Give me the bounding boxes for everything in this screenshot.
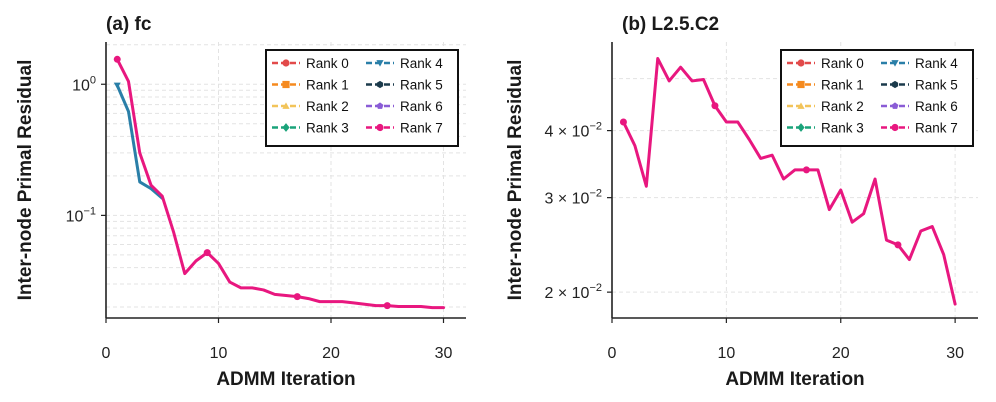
legend-label: Rank 0 — [306, 56, 349, 71]
y-tick-label: 3 × 10−2 — [545, 188, 602, 208]
legend-label: Rank 3 — [821, 121, 864, 136]
series-line-rank-4 — [115, 83, 164, 200]
legend-marker — [891, 80, 899, 89]
x-tick-label: 20 — [322, 345, 340, 362]
legend-label: Rank 1 — [821, 78, 864, 93]
legend-label: Rank 7 — [915, 121, 958, 136]
panel-a-axes — [105, 42, 466, 319]
data-point-rank-7 — [894, 241, 902, 249]
legend-marker — [797, 123, 805, 132]
legend-frame — [265, 49, 459, 147]
legend-marker — [376, 80, 384, 89]
panel-b-y-axis-label: Inter-node Primal Residual — [505, 60, 526, 301]
legend-marker — [797, 80, 805, 89]
panel-a-legend: Rank 0 Rank 1 Rank 2 Rank 3 Rank 4 Rank 5 Rank… — [265, 49, 459, 147]
panel-b-x-ticks: 0 10 20 30 — [608, 318, 964, 362]
data-point-rank-7 — [619, 118, 627, 126]
panel-b-y-ticks: 4 × 10−2 3 × 10−2 2 × 10−2 — [545, 121, 612, 302]
panel-b-title: (b) L2.5.C2 — [622, 14, 719, 35]
panel-a-x-axis-label: ADMM Iteration — [216, 369, 355, 390]
legend-entry-rank-3: Rank 3 — [272, 121, 349, 136]
legend-marker — [282, 123, 290, 132]
x-tick-label: 30 — [946, 345, 964, 362]
y-tick-label: 2 × 10−2 — [545, 282, 602, 302]
legend-marker — [891, 102, 899, 109]
legend-entry-rank-2: Rank 2 — [272, 99, 349, 114]
legend-label: Rank 4 — [400, 56, 443, 71]
legend-marker — [282, 102, 290, 109]
legend-entry-rank-4: Rank 4 — [881, 56, 958, 71]
legend-marker — [282, 59, 290, 67]
y-tick-label: 4 × 10−2 — [545, 121, 602, 141]
panel-a-title: (a) fc — [106, 14, 152, 35]
data-point-rank-7 — [802, 166, 810, 174]
legend-entry-rank-7: Rank 7 — [881, 121, 958, 136]
panel-b-axes — [611, 42, 978, 319]
legend-entry-rank-0: Rank 0 — [272, 56, 349, 71]
legend-frame — [780, 49, 974, 147]
data-point-rank-7 — [711, 102, 719, 110]
legend-label: Rank 0 — [821, 56, 864, 71]
legend-entry-rank-1: Rank 1 — [787, 78, 864, 93]
legend-label: Rank 2 — [821, 99, 864, 114]
legend-entry-rank-5: Rank 5 — [366, 78, 443, 93]
legend-entry-rank-1: Rank 1 — [272, 78, 349, 93]
data-point-rank-7 — [203, 249, 211, 257]
panel-b: (b) L2.5.C2 0 10 20 30 4 × 10−2 3 × 10−2 2 × … — [505, 14, 978, 390]
legend-entry-rank-6: Rank 6 — [881, 99, 958, 114]
panel-b-series — [619, 57, 957, 306]
y-tick-label: 100 — [72, 74, 96, 94]
panel-a-series — [113, 55, 445, 310]
legend-label: Rank 5 — [915, 78, 958, 93]
legend-entry-rank-7: Rank 7 — [366, 121, 443, 136]
legend-marker — [376, 60, 384, 67]
legend-label: Rank 6 — [915, 99, 958, 114]
legend-label: Rank 5 — [400, 78, 443, 93]
x-tick-label: 10 — [717, 345, 735, 362]
panel-b-x-axis-label: ADMM Iteration — [725, 369, 864, 390]
data-point-rank-7 — [293, 293, 301, 301]
x-tick-label: 30 — [435, 345, 453, 362]
legend-label: Rank 4 — [915, 56, 958, 71]
legend-entry-rank-3: Rank 3 — [787, 121, 864, 136]
data-point-rank-4 — [113, 82, 121, 89]
legend-label: Rank 6 — [400, 99, 443, 114]
legend-label: Rank 1 — [306, 78, 349, 93]
legend-marker — [282, 80, 290, 89]
legend-label: Rank 2 — [306, 99, 349, 114]
panel-b-legend: Rank 0 Rank 1 Rank 2 Rank 3 Rank 4 Rank 5 Rank… — [780, 49, 974, 147]
legend-marker — [376, 102, 384, 109]
legend-entry-rank-4: Rank 4 — [366, 56, 443, 71]
legend-marker — [797, 102, 805, 109]
legend-entry-rank-6: Rank 6 — [366, 99, 443, 114]
legend-entry-rank-2: Rank 2 — [787, 99, 864, 114]
legend-label: Rank 7 — [400, 121, 443, 136]
panel-a: (a) fc 0 10 20 30 100 10−1 ADMM Iteration In… — [15, 14, 466, 390]
panel-a-y-axis-label: Inter-node Primal Residual — [15, 60, 36, 301]
legend-entry-rank-0: Rank 0 — [787, 56, 864, 71]
legend-marker — [797, 59, 805, 67]
x-tick-label: 20 — [832, 345, 850, 362]
x-tick-label: 0 — [608, 345, 617, 362]
x-tick-label: 10 — [210, 345, 228, 362]
data-point-rank-7 — [113, 55, 121, 63]
data-point-rank-7 — [383, 302, 391, 310]
legend-marker — [891, 123, 899, 132]
legend-label: Rank 3 — [306, 121, 349, 136]
panel-a-x-ticks: 0 10 20 30 — [102, 318, 453, 362]
legend-entry-rank-5: Rank 5 — [881, 78, 958, 93]
legend-marker — [376, 123, 384, 132]
legend-marker — [891, 60, 899, 67]
y-tick-label: 10−1 — [66, 205, 96, 225]
x-tick-label: 0 — [102, 345, 111, 362]
panel-a-y-ticks: 100 10−1 — [66, 74, 106, 225]
